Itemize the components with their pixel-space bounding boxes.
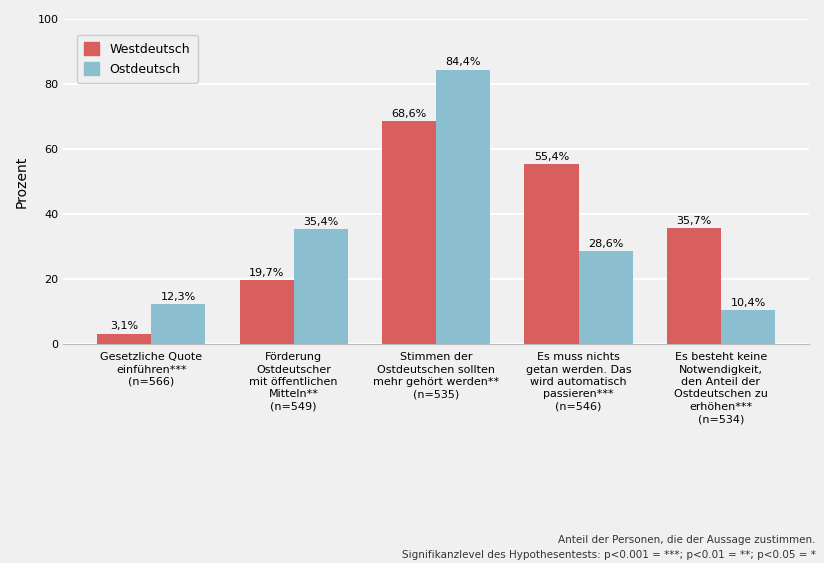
Text: 55,4%: 55,4% [534, 151, 569, 162]
Text: 68,6%: 68,6% [391, 109, 427, 119]
Legend: Westdeutsch, Ostdeutsch: Westdeutsch, Ostdeutsch [77, 35, 198, 83]
Text: 28,6%: 28,6% [588, 239, 623, 249]
Text: 35,4%: 35,4% [303, 217, 339, 226]
Bar [293, 229, 348, 344]
Bar [382, 121, 436, 344]
Text: 19,7%: 19,7% [249, 267, 284, 278]
Bar [524, 164, 578, 344]
Text: 12,3%: 12,3% [161, 292, 196, 302]
Text: Anteil der Personen, die der Aussage zustimmen.
Signifikanzlevel des Hypothesent: Anteil der Personen, die der Aussage zus… [402, 535, 816, 560]
Bar [721, 310, 775, 344]
Bar [240, 280, 293, 344]
Text: 35,7%: 35,7% [677, 216, 712, 226]
Text: 84,4%: 84,4% [446, 57, 481, 68]
Bar [152, 304, 205, 344]
Bar [667, 228, 721, 344]
Bar [436, 70, 490, 344]
Text: 3,1%: 3,1% [110, 321, 138, 332]
Y-axis label: Prozent: Prozent [15, 155, 29, 208]
Bar [97, 334, 152, 344]
Text: 10,4%: 10,4% [730, 298, 765, 308]
Bar [578, 251, 633, 344]
